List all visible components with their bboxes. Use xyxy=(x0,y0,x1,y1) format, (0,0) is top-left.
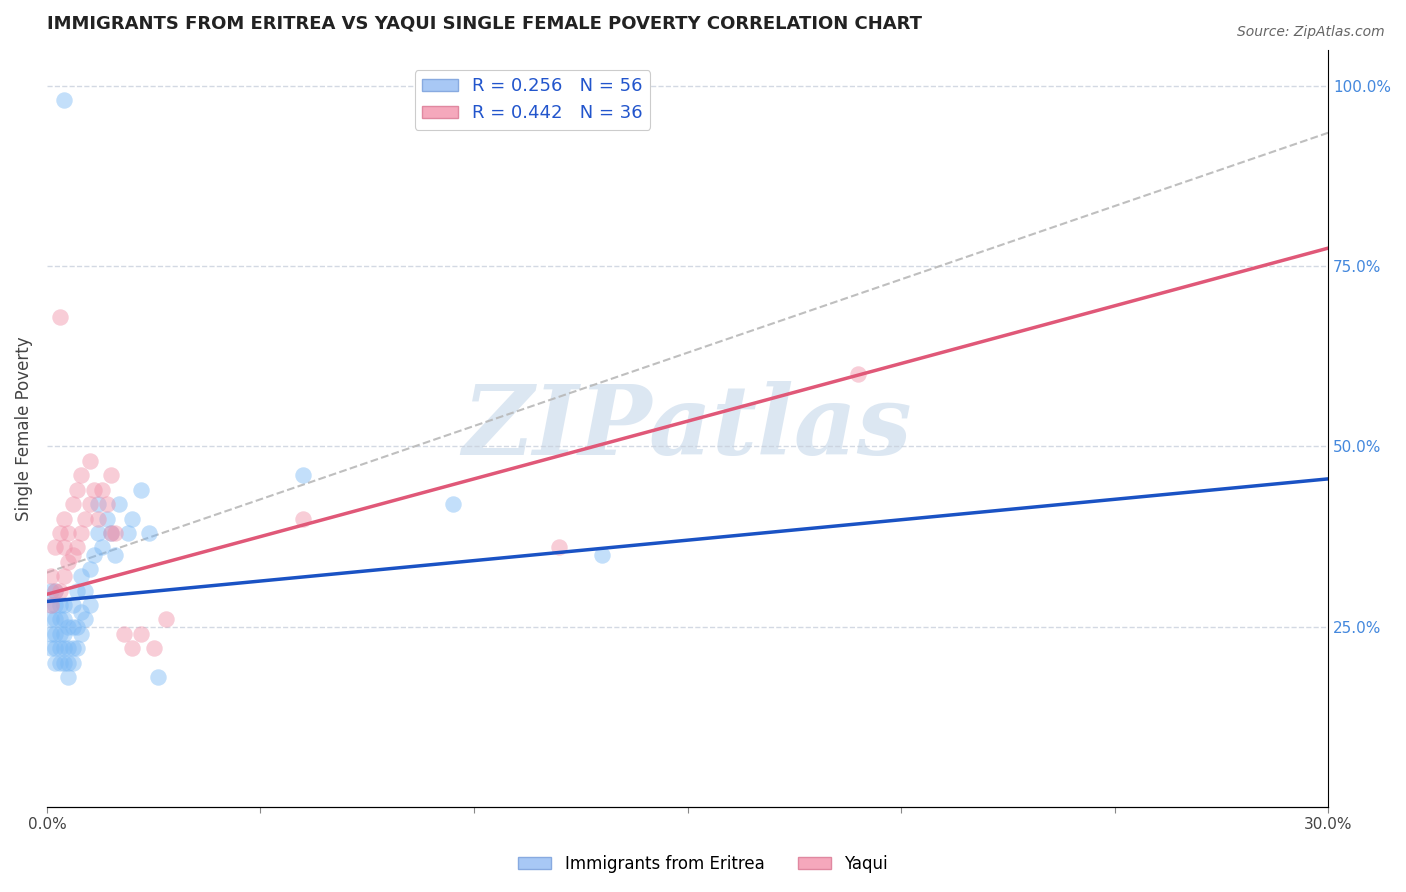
Text: ZIPatlas: ZIPatlas xyxy=(463,382,912,475)
Point xyxy=(58,555,80,569)
Point xyxy=(48,613,70,627)
Point xyxy=(48,641,70,656)
Point xyxy=(79,454,101,468)
Point xyxy=(66,620,89,634)
Point xyxy=(58,525,80,540)
Point xyxy=(70,468,93,483)
Point xyxy=(44,541,66,555)
Point xyxy=(87,511,110,525)
Point xyxy=(52,569,75,583)
Point xyxy=(66,483,89,497)
Point xyxy=(100,468,122,483)
Point xyxy=(62,497,84,511)
Point xyxy=(441,497,464,511)
Point xyxy=(70,525,93,540)
Point xyxy=(44,641,66,656)
Point xyxy=(52,613,75,627)
Point xyxy=(48,310,70,324)
Point xyxy=(155,613,177,627)
Point xyxy=(79,598,101,612)
Point xyxy=(44,627,66,641)
Point xyxy=(292,511,315,525)
Point xyxy=(39,641,62,656)
Text: Source: ZipAtlas.com: Source: ZipAtlas.com xyxy=(1237,25,1385,39)
Point xyxy=(83,548,105,562)
Point xyxy=(39,569,62,583)
Point xyxy=(52,541,75,555)
Point xyxy=(70,569,93,583)
Point xyxy=(52,93,75,107)
Point xyxy=(44,656,66,670)
Point xyxy=(142,641,165,656)
Point xyxy=(75,613,97,627)
Point xyxy=(75,583,97,598)
Point xyxy=(48,598,70,612)
Point xyxy=(39,583,62,598)
Point xyxy=(39,598,62,612)
Point xyxy=(48,525,70,540)
Point xyxy=(58,620,80,634)
Point xyxy=(91,483,114,497)
Point xyxy=(129,483,152,497)
Point xyxy=(52,627,75,641)
Text: IMMIGRANTS FROM ERITREA VS YAQUI SINGLE FEMALE POVERTY CORRELATION CHART: IMMIGRANTS FROM ERITREA VS YAQUI SINGLE … xyxy=(46,15,922,33)
Point xyxy=(121,511,143,525)
Point xyxy=(62,641,84,656)
Point xyxy=(44,583,66,598)
Point xyxy=(138,525,160,540)
Point xyxy=(292,468,315,483)
Point xyxy=(96,511,118,525)
Point xyxy=(104,525,127,540)
Point xyxy=(66,541,89,555)
Point xyxy=(129,627,152,641)
Point xyxy=(100,525,122,540)
Point xyxy=(75,511,97,525)
Point xyxy=(39,598,62,612)
Point xyxy=(87,525,110,540)
Point xyxy=(146,670,169,684)
Point xyxy=(44,583,66,598)
Point xyxy=(39,613,62,627)
Point xyxy=(52,641,75,656)
Point xyxy=(62,598,84,612)
Point xyxy=(70,627,93,641)
Point xyxy=(52,598,75,612)
Point xyxy=(104,548,127,562)
Legend: R = 0.256   N = 56, R = 0.442   N = 36: R = 0.256 N = 56, R = 0.442 N = 36 xyxy=(415,70,651,129)
Point xyxy=(44,598,66,612)
Point xyxy=(548,541,571,555)
Point xyxy=(79,497,101,511)
Point xyxy=(48,583,70,598)
Point xyxy=(70,605,93,619)
Point xyxy=(62,620,84,634)
Point xyxy=(52,511,75,525)
Point xyxy=(117,525,139,540)
Point xyxy=(91,541,114,555)
Point xyxy=(58,670,80,684)
Point xyxy=(83,483,105,497)
Point xyxy=(846,368,869,382)
Point xyxy=(87,497,110,511)
Point xyxy=(58,641,80,656)
Point xyxy=(39,627,62,641)
Point xyxy=(66,583,89,598)
Point xyxy=(591,548,613,562)
Point xyxy=(52,656,75,670)
Point xyxy=(96,497,118,511)
Point xyxy=(44,613,66,627)
Point xyxy=(121,641,143,656)
Legend: Immigrants from Eritrea, Yaqui: Immigrants from Eritrea, Yaqui xyxy=(512,848,894,880)
Point xyxy=(100,525,122,540)
Point xyxy=(79,562,101,576)
Point xyxy=(62,656,84,670)
Point xyxy=(108,497,131,511)
Point xyxy=(62,548,84,562)
Point xyxy=(66,641,89,656)
Point xyxy=(112,627,135,641)
Y-axis label: Single Female Poverty: Single Female Poverty xyxy=(15,336,32,521)
Point xyxy=(48,627,70,641)
Point xyxy=(58,656,80,670)
Point xyxy=(48,656,70,670)
